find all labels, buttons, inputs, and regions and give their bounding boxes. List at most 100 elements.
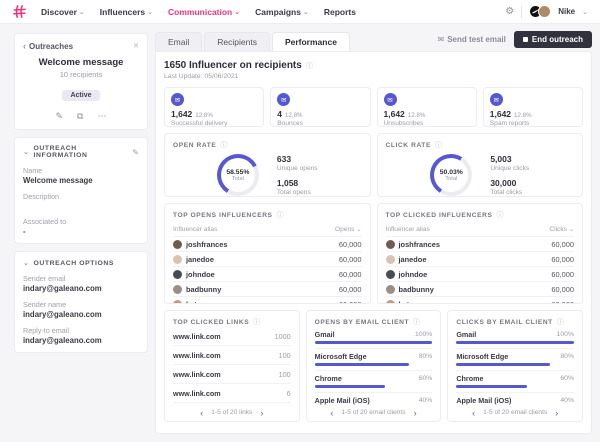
- outreach-information-header[interactable]: ⌄ OUTREACH INFORMATION ✎: [23, 145, 139, 159]
- main-content: Email Recipients Performance ✉ Send test…: [155, 31, 592, 434]
- donut-percent: 50.03%: [439, 168, 463, 176]
- close-icon[interactable]: ✕: [133, 43, 139, 50]
- chevron-right-icon[interactable]: ›: [260, 407, 264, 418]
- table-row[interactable]: joshfrances 60,000: [173, 236, 362, 251]
- envelope-icon: ✉: [277, 93, 291, 106]
- table-row[interactable]: janedoe 60,000: [385, 251, 574, 266]
- edit-icon[interactable]: ✎: [132, 147, 139, 157]
- client-name: Microsoft Edge: [456, 352, 509, 361]
- avatar: [173, 254, 182, 264]
- edit-icon[interactable]: ✎: [55, 111, 64, 121]
- table-row[interactable]: janedoe 60,000: [173, 251, 362, 266]
- tab-performance[interactable]: Performance: [271, 32, 350, 51]
- clicks-count: 60,000: [551, 269, 574, 279]
- field-value: indary@galeano.com: [23, 284, 102, 293]
- brand-logo-icon[interactable]: [12, 4, 27, 19]
- info-icon[interactable]: ⓘ: [556, 319, 565, 326]
- chevron-left-icon[interactable]: ‹: [472, 407, 476, 418]
- chevron-down-icon[interactable]: ⌄: [582, 8, 588, 16]
- link-url[interactable]: www.link.com: [173, 350, 221, 360]
- stat-unsubscribes: ✉ 1,642 12.8% Unsubscribes: [376, 87, 477, 127]
- account-name[interactable]: Nike: [558, 7, 576, 16]
- chevron-left-icon[interactable]: ‹: [200, 407, 204, 418]
- account-avatars[interactable]: [529, 5, 552, 18]
- client-percent: 40%: [560, 397, 574, 404]
- influencer-alias: badbunny: [186, 284, 222, 294]
- chevron-right-icon[interactable]: ›: [555, 407, 559, 418]
- outreach-summary-card: ‹ Outreaches ✕ Welcome message 10 recipi…: [14, 33, 148, 130]
- link-url[interactable]: www.link.com: [173, 369, 221, 379]
- field-label: Sender name: [23, 300, 67, 309]
- info-icon[interactable]: ⓘ: [276, 212, 285, 219]
- nav-label: Influencers: [99, 6, 146, 17]
- envelope-icon: ✉: [437, 35, 445, 44]
- tab-recipients[interactable]: Recipients: [204, 32, 270, 51]
- client-percent: 100%: [414, 331, 433, 338]
- link-url[interactable]: www.link.com: [173, 388, 221, 398]
- nav-item-communication[interactable]: Communication ⌄: [168, 7, 240, 17]
- info-icon[interactable]: ⓘ: [434, 142, 443, 149]
- link-url[interactable]: www.link.com: [173, 331, 221, 341]
- nav-item-discover[interactable]: Discover ⌄: [41, 7, 85, 17]
- influencer-alias: joshfrances: [186, 239, 228, 249]
- table-row[interactable]: katyperry 60,000: [173, 296, 362, 303]
- chevron-left-icon[interactable]: ‹: [330, 407, 334, 418]
- link-clicks-count: 6: [286, 388, 291, 398]
- total-clicks-metric: 30,000 Total clicks: [490, 178, 529, 196]
- influencer-alias: katyperry: [398, 299, 432, 304]
- end-outreach-button[interactable]: End outreach: [513, 31, 592, 48]
- info-icon[interactable]: ⓘ: [496, 212, 505, 219]
- avatar: [173, 284, 182, 294]
- client-name: Gmail: [456, 330, 477, 339]
- metric-value: 5,003: [490, 154, 512, 164]
- avatar: [385, 239, 395, 249]
- outreach-options-header[interactable]: ⌄ OUTREACH OPTIONS: [23, 259, 139, 268]
- chevron-down-icon: ⌄: [302, 8, 309, 16]
- envelope-icon: ✉: [171, 93, 184, 106]
- column-header-clicks-sort[interactable]: Clicks ⌄: [549, 226, 574, 233]
- links-pagination: ‹ 1-5 of 20 links ›: [165, 405, 299, 421]
- top-clicked-influencers-card: TOP CLICKED INFLUENCERS ⓘ Influencer ali…: [376, 203, 583, 304]
- column-header-opens-sort[interactable]: Opens ⌄: [335, 226, 361, 233]
- send-test-email-button[interactable]: ✉ Send test email: [437, 35, 505, 44]
- table-row[interactable]: badbunny 60,000: [173, 281, 362, 296]
- envelope-icon: ✉: [489, 93, 503, 106]
- list-item: Gmail 100%: [314, 327, 433, 349]
- card-heading: CLICKS BY EMAIL CLIENT: [456, 318, 553, 326]
- list-item: Microsoft Edge 80%: [456, 349, 574, 371]
- duplicate-icon[interactable]: ⧉: [77, 111, 84, 121]
- nav-label: Reports: [323, 6, 356, 17]
- info-icon[interactable]: ⓘ: [220, 142, 228, 149]
- chevron-right-icon[interactable]: ›: [413, 407, 417, 418]
- table-row[interactable]: johndoe 60,000: [385, 266, 574, 281]
- stat-percent: 12.8%: [514, 112, 532, 119]
- info-icon[interactable]: ⓘ: [413, 319, 421, 326]
- table-row[interactable]: joshfrances 60,000: [385, 236, 574, 251]
- outreach-title: Welcome message: [38, 57, 124, 68]
- influencer-alias: janedoe: [398, 254, 427, 264]
- pagination-text: 1-5 of 20 email clients: [341, 409, 406, 416]
- client-name: Gmail: [314, 330, 335, 339]
- card-heading: TOP OPENS INFLUENCERS: [173, 211, 273, 219]
- info-icon[interactable]: ⓘ: [305, 62, 313, 70]
- click-rate-donut: 50.03% Total: [430, 154, 473, 196]
- tab-email[interactable]: Email: [155, 32, 203, 51]
- nav-item-campaigns[interactable]: Campaigns ⌄: [255, 7, 309, 17]
- rates-row: OPEN RATE ⓘ 58.55% Total 633 Unique open…: [164, 133, 583, 197]
- chevron-left-icon: ‹: [23, 41, 26, 51]
- stat-percent: 12.8%: [195, 112, 213, 119]
- nav-item-influencers[interactable]: Influencers ⌄: [100, 7, 153, 17]
- open-rate-card: OPEN RATE ⓘ 58.55% Total 633 Unique open…: [164, 133, 371, 197]
- column-header-alias: Influencer alias: [173, 226, 218, 233]
- card-heading: OPEN RATE: [173, 141, 217, 149]
- info-icon[interactable]: ⓘ: [253, 319, 261, 326]
- divider: [521, 5, 523, 18]
- more-options-icon[interactable]: ⋯: [97, 111, 107, 121]
- table-row[interactable]: katyperry 60,000: [385, 296, 574, 304]
- table-row[interactable]: badbunny 60,000: [385, 281, 574, 296]
- nav-item-reports[interactable]: Reports: [324, 7, 356, 17]
- back-to-outreaches-link[interactable]: ‹ Outreaches: [23, 41, 73, 51]
- pagination-text: 1-5 of 20 email clients: [483, 409, 548, 416]
- gear-icon[interactable]: ⚙: [505, 6, 515, 17]
- table-row[interactable]: johndoe 60,000: [173, 266, 362, 281]
